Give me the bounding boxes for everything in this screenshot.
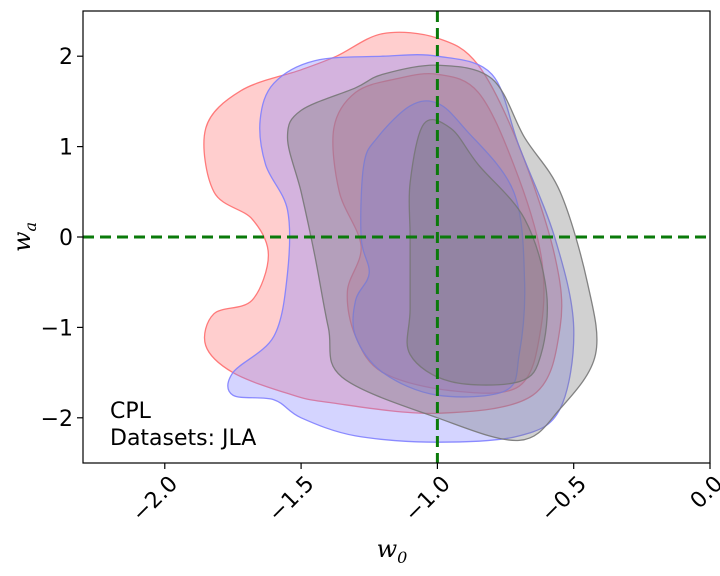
annotation-datasets: Datasets: JLA (110, 426, 256, 451)
y-tick-label: 1 (59, 136, 73, 161)
y-axis-ticks: 2 1 0 −1 −2 (41, 45, 83, 432)
y-tick-label: 2 (59, 45, 73, 70)
x-tick-label: 0.0 (686, 472, 720, 514)
x-axis-label: w0 (377, 535, 408, 567)
contour-series-3-outer (286, 64, 598, 442)
contour-layer (203, 31, 598, 443)
annotation-model: CPL (110, 399, 152, 424)
x-tick-label: −2.0 (128, 472, 183, 527)
y-axis-label: wa (8, 222, 40, 252)
x-axis-ticks: −2.0 −1.5 −1.0 −0.5 0.0 (128, 463, 720, 527)
x-tick-label: −1.5 (264, 472, 319, 527)
x-tick-label: −0.5 (536, 472, 591, 527)
reference-lines (83, 11, 710, 463)
x-tick-label: −1.0 (400, 472, 455, 527)
contour-series-2-outer (227, 54, 575, 443)
contour-series-1-outer (203, 31, 563, 415)
y-tick-label: 0 (59, 226, 73, 251)
y-tick-label: −1 (41, 316, 73, 341)
contour-series-2-inner (352, 100, 526, 398)
y-tick-label: −2 (41, 407, 73, 432)
